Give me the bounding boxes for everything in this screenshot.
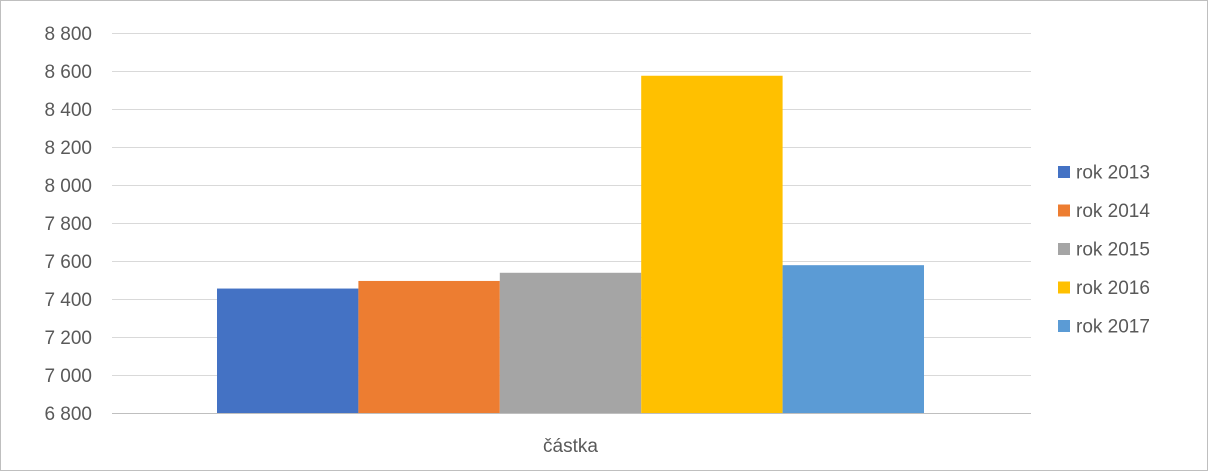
y-tick-label: 7 600 [44,252,92,273]
legend-label: rok 2016 [1076,278,1150,299]
x-axis: částka [543,436,598,457]
y-tick-label: 7 400 [44,290,92,311]
legend: rok 2013 rok 2014 rok 2015 rok 2016 rok 2017 [1058,163,1150,338]
y-tick-label: 7 000 [44,366,92,387]
x-category-label: částka [543,436,598,457]
bar-rok-2014 [358,280,500,413]
legend-swatch [1058,320,1070,332]
legend-label: rok 2017 [1076,317,1150,338]
legend-item: rok 2016 [1058,278,1150,299]
bar-rok-2016 [641,75,783,413]
legend-item: rok 2015 [1058,240,1150,261]
bar-rok-2015 [499,272,642,413]
legend-item: rok 2014 [1058,201,1150,222]
legend-swatch [1058,166,1070,178]
y-tick-label: 8 800 [44,24,92,45]
y-tick-label: 6 800 [44,404,92,425]
bar-series [217,75,924,413]
y-tick-label: 7 800 [44,214,92,235]
y-axis-ticks: 6 800 7 000 7 200 7 400 7 600 7 800 8 000 8 200… [44,24,92,425]
legend-item: rok 2017 [1058,317,1150,338]
legend-item: rok 2013 [1058,163,1150,184]
y-tick-label: 8 600 [44,62,92,83]
y-tick-label: 8 200 [44,138,92,159]
legend-label: rok 2013 [1076,163,1150,184]
y-tick-label: 7 200 [44,328,92,349]
legend-swatch [1058,243,1070,255]
legend-label: rok 2014 [1076,201,1150,222]
legend-swatch [1058,281,1070,294]
legend-label: rok 2015 [1076,240,1150,261]
legend-swatch [1058,204,1070,217]
bar-rok-2017 [782,265,924,413]
y-tick-label: 8 400 [44,100,92,121]
bar-rok-2013 [217,288,359,413]
y-tick-label: 8 000 [44,176,92,197]
